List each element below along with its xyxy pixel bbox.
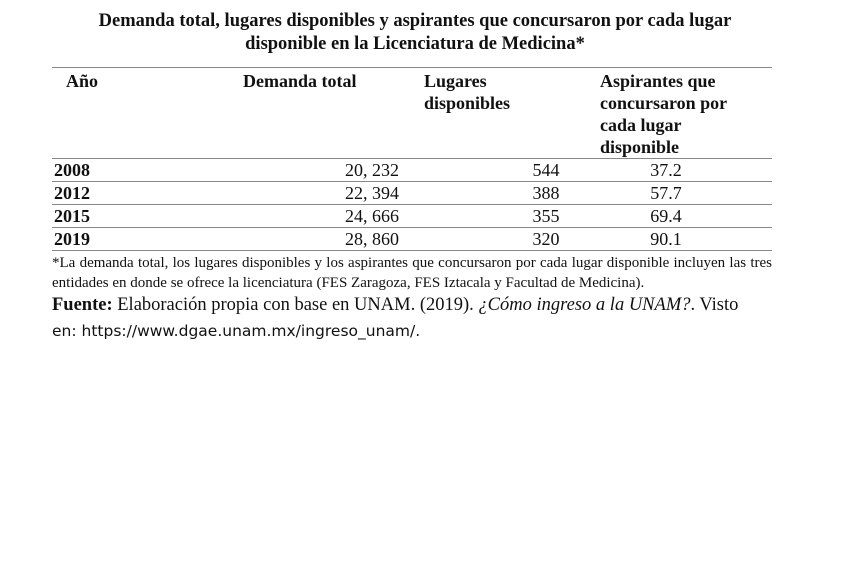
- header-year: Año: [66, 71, 99, 91]
- cell-demand: 20, 232: [345, 159, 399, 180]
- source-line: Fuente: Elaboración propia con base en U…: [52, 293, 782, 317]
- table-row: 2012 22, 394 388 57.7: [52, 182, 772, 205]
- cell-demand: 22, 394: [345, 182, 399, 203]
- cell-year: 2008: [54, 159, 90, 180]
- cell-year: 2012: [54, 182, 90, 203]
- table-title: Demanda total, lugares disponibles y asp…: [98, 11, 732, 54]
- cell-places: 388: [532, 182, 560, 203]
- table-row: 2019 28, 860 320 90.1: [52, 228, 772, 251]
- cell-places: 544: [532, 159, 560, 180]
- cell-year: 2019: [54, 228, 90, 249]
- cell-demand: 28, 860: [345, 228, 399, 249]
- cell-year: 2015: [54, 205, 90, 226]
- header-demand: Demanda total: [243, 71, 357, 91]
- footnote: *La demanda total, los lugares disponibl…: [52, 255, 772, 291]
- table-row: 2008 20, 232 544 37.2: [52, 159, 772, 182]
- cell-places: 320: [532, 228, 560, 249]
- cell-applicants: 90.1: [650, 228, 682, 249]
- header-places: Lugares disponibles: [424, 71, 511, 113]
- data-table: Año Demanda total Lugares disponibles As…: [52, 67, 772, 251]
- source-title: ¿Cómo ingreso a la UNAM?: [478, 295, 691, 315]
- cell-applicants: 69.4: [650, 205, 682, 226]
- source-after: . Visto: [690, 295, 739, 315]
- cell-applicants: 57.7: [650, 182, 682, 203]
- table-row: 2015 24, 666 355 69.4: [52, 205, 772, 228]
- header-applicants: Aspirantes que concursaron por cada luga…: [600, 71, 727, 157]
- source-text: Elaboración propia con base en UNAM. (20…: [112, 295, 479, 315]
- cell-demand: 24, 666: [345, 205, 399, 226]
- cell-applicants: 37.2: [650, 159, 682, 180]
- cell-places: 355: [532, 205, 560, 226]
- source-label: Fuente:: [52, 295, 113, 315]
- table-header-row: Año Demanda total Lugares disponibles As…: [52, 67, 772, 159]
- source-url: en: https://www.dgae.unam.mx/ingreso_una…: [52, 322, 421, 340]
